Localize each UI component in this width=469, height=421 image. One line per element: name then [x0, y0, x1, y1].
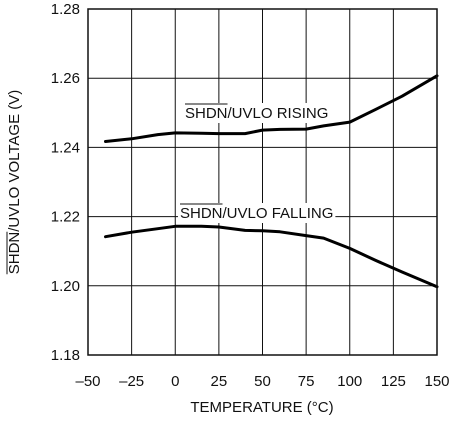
x-tick-label: –50	[75, 373, 100, 390]
y-axis-label-rest: /UVLO VOLTAGE (V)	[6, 90, 23, 232]
series-line-falling	[104, 224, 439, 289]
x-tick-label: 25	[211, 373, 228, 390]
x-tick-label: –25	[119, 373, 144, 390]
y-tick-label: 1.20	[51, 278, 80, 295]
y-tick-labels: 1.18 1.20 1.22 1.24 1.26 1.28	[51, 1, 80, 364]
x-tick-label: 50	[254, 373, 271, 390]
y-tick-label: 1.28	[51, 1, 80, 18]
x-tick-label: 100	[337, 373, 362, 390]
x-tick-label: 125	[381, 373, 406, 390]
series-label-rising: SHDN/UVLO RISING	[183, 103, 331, 123]
series-label-text: SHDN/UVLO FALLING	[180, 205, 333, 222]
x-tick-label: 150	[424, 373, 449, 390]
series-label-background	[178, 203, 336, 223]
plot-frame	[87, 8, 438, 356]
series-label-falling: SHDN/UVLO FALLING	[178, 203, 336, 223]
series-label-rest-part: /UVLO FALLING	[223, 205, 334, 222]
grid	[88, 9, 437, 355]
series-label-background	[183, 103, 331, 123]
y-tick-label: 1.18	[51, 347, 80, 364]
y-axis-label: SHDN/UVLO VOLTAGE (V)	[6, 90, 23, 275]
series-label-text: SHDN/UVLO RISING	[185, 105, 328, 122]
series-line-rising	[104, 74, 439, 143]
svg-text:SHDN/UVLO VOLTAGE (V): SHDN/UVLO VOLTAGE (V)	[6, 90, 23, 275]
y-axis-label-overbar: SHDN	[6, 232, 23, 275]
series-label-overbar-part: SHDN	[180, 205, 223, 222]
x-tick-labels: –50 –25 0 25 50 75 100 125 150	[75, 373, 449, 390]
series-group	[104, 74, 439, 289]
y-tick-label: 1.22	[51, 209, 80, 226]
x-axis-label: TEMPERATURE (°C)	[190, 399, 333, 416]
series-label-rest-part: /UVLO RISING	[228, 105, 329, 122]
y-tick-label: 1.26	[51, 70, 80, 87]
series-label-overbar-part: SHDN	[185, 105, 228, 122]
x-tick-label: 75	[298, 373, 315, 390]
x-tick-label: 0	[171, 373, 179, 390]
y-tick-label: 1.24	[51, 139, 80, 156]
